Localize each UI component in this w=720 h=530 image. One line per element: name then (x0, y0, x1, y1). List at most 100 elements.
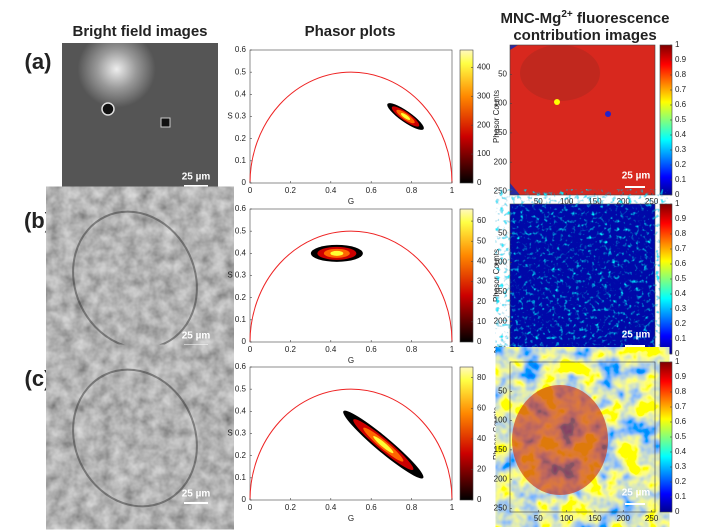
y-tick-label: 0.1 (235, 156, 247, 165)
y-tick-label: 0.3 (235, 429, 247, 438)
scale-bar-label: 25 µm (622, 488, 651, 499)
y-tick-label: 100 (494, 416, 508, 425)
fluorescence-region (512, 385, 608, 495)
bright-field-texture (62, 202, 218, 356)
x-tick-label: 0.2 (285, 345, 297, 354)
y-tick-label: 0.4 (235, 89, 247, 98)
x-tick-label: 0.6 (366, 503, 378, 512)
x-tick-label: 0.4 (325, 186, 337, 195)
colorbar-tick-label: 0.5 (675, 274, 687, 283)
column-header: contribution images (513, 27, 656, 44)
y-axis-label: S (227, 112, 232, 121)
image-frame (509, 44, 656, 196)
colorbar-tick-label: 0.4 (675, 289, 687, 298)
y-tick-label: 250 (494, 346, 508, 355)
column-header: Bright field images (72, 23, 207, 40)
y-tick-label: 0.5 (235, 384, 247, 393)
y-tick-label: 0.5 (235, 226, 247, 235)
universal-circle (249, 230, 453, 343)
colorbar-tick-label: 0 (477, 178, 482, 187)
colorbar-tick-label: 40 (477, 257, 486, 266)
colorbar-tick-label: 0.1 (675, 334, 687, 343)
colorbar-tick-label: 0.8 (675, 387, 687, 396)
x-tick-label: 150 (588, 356, 602, 365)
fluorescence-speckle (510, 204, 655, 354)
y-tick-label: 150 (494, 287, 508, 296)
x-tick-label: 0.8 (406, 186, 418, 195)
x-tick-label: 0.8 (406, 503, 418, 512)
y-tick-label: 250 (494, 504, 508, 513)
y-tick-label: 0.3 (235, 271, 247, 280)
x-tick-label: 250 (645, 356, 659, 365)
particle (101, 102, 115, 116)
y-tick-label: 0.1 (235, 315, 247, 324)
x-tick-label: 150 (588, 197, 602, 206)
colorbar-tick-label: 0.4 (675, 130, 687, 139)
y-tick-label: 0.6 (235, 45, 247, 54)
y-tick-label: 200 (494, 316, 508, 325)
x-tick-label: 0 (248, 345, 253, 354)
y-tick-label: 0 (242, 495, 247, 504)
panel-label: (b) (24, 208, 52, 233)
scale-bar-label: 25 µm (622, 171, 651, 182)
y-tick-label: 0.3 (235, 112, 247, 121)
y-tick-label: 50 (498, 228, 507, 237)
x-tick-label: 1 (450, 503, 455, 512)
x-tick-label: 200 (617, 197, 631, 206)
bright-field-image (62, 43, 218, 197)
colorbar-tick-label: 0 (477, 495, 482, 504)
y-tick-label: 200 (494, 157, 508, 166)
x-tick-label: 100 (560, 356, 574, 365)
colorbar-tick-label: 0.3 (675, 145, 687, 154)
particle (160, 117, 171, 128)
y-tick-label: 150 (494, 445, 508, 454)
colorbar-tick-label: 0.7 (675, 402, 687, 411)
x-tick-label: 50 (534, 197, 543, 206)
colorbar-tick-label: 60 (477, 403, 486, 412)
colorbar-tick-label: 0.7 (675, 85, 687, 94)
y-tick-label: 0.2 (235, 293, 247, 302)
header-sup: 2+ (561, 9, 573, 20)
colorbar-tick-label: 60 (477, 216, 486, 225)
colorbar-tick-label: 10 (477, 317, 486, 326)
y-tick-label: 0.1 (235, 473, 247, 482)
colorbar-tick-label: 20 (477, 465, 486, 474)
plot-frame (249, 366, 453, 501)
colorbar-tick-label: 0.1 (675, 492, 687, 501)
cell-outline (72, 210, 198, 350)
x-tick-label: 1 (450, 186, 455, 195)
colorbar-tick-label: 50 (477, 236, 486, 245)
y-axis-label: S (227, 429, 232, 438)
colorbar-tick-label: 0.1 (675, 175, 687, 184)
x-tick-label: 0.2 (285, 186, 297, 195)
x-tick-label: 0.2 (285, 503, 297, 512)
cell-outline (72, 368, 198, 508)
colorbar-tick-label: 0.4 (675, 447, 687, 456)
colorbar-tick-label: 200 (477, 120, 491, 129)
scale-bar-label: 25 µm (182, 172, 211, 183)
bright-field-texture (62, 360, 218, 514)
scale-bar-label: 25 µm (182, 489, 211, 500)
x-tick-label: 50 (534, 514, 543, 523)
colorbar-tick-label: 0 (675, 349, 680, 358)
colorbar-tick-label: 0 (675, 190, 680, 199)
y-tick-label: 100 (494, 258, 508, 267)
column-header: Phasor plots (305, 23, 396, 40)
y-tick-label: 250 (494, 187, 508, 196)
x-tick-label: 150 (588, 514, 602, 523)
y-tick-label: 100 (494, 99, 508, 108)
colorbar-tick-label: 0.5 (675, 432, 687, 441)
colorbar-tick-label: 1 (675, 199, 680, 208)
colorbar-tick-label: 0.8 (675, 70, 687, 79)
y-tick-label: 200 (494, 474, 508, 483)
panel-label: (c) (25, 366, 52, 391)
x-tick-label: 200 (617, 514, 631, 523)
image-frame (509, 203, 656, 355)
fluorescence-region (520, 45, 600, 101)
scale-bar-label: 25 µm (182, 331, 211, 342)
phasor-density (400, 113, 411, 120)
colorbar-tick-label: 0.5 (675, 115, 687, 124)
colorbar-tick-label: 0.6 (675, 100, 687, 109)
x-tick-label: 0.8 (406, 345, 418, 354)
universal-circle (249, 71, 453, 184)
